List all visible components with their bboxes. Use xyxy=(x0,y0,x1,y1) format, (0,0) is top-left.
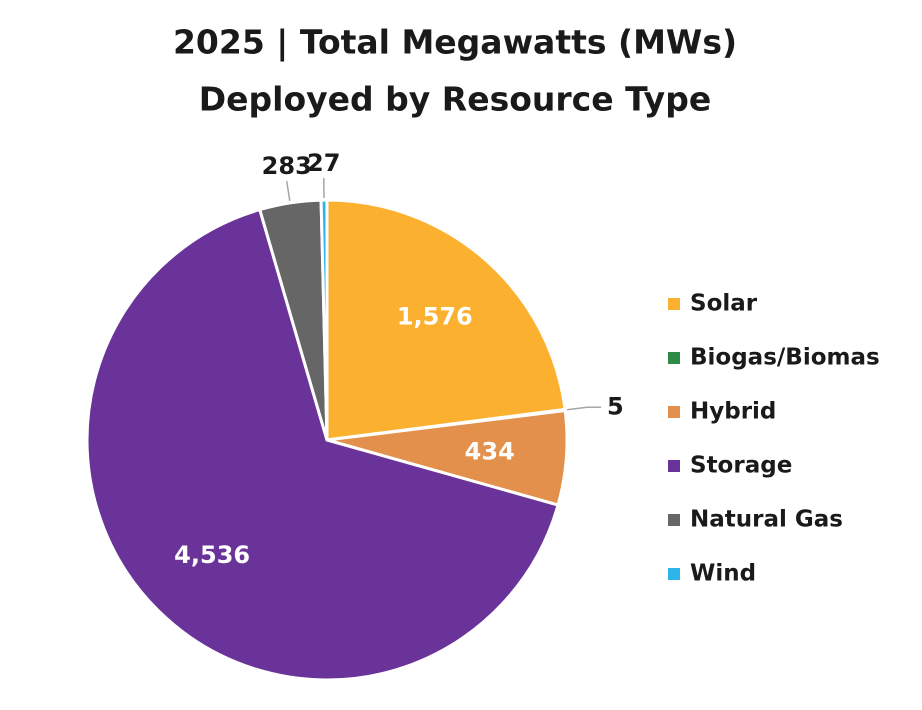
legend-label: Biogas/Biomas xyxy=(690,345,880,371)
pie-slice xyxy=(85,207,560,682)
legend-swatch xyxy=(668,406,680,418)
data-label: 5 xyxy=(607,392,624,420)
data-label: 1,576 xyxy=(397,302,473,330)
data-label: 283 xyxy=(262,152,312,180)
leader-line xyxy=(285,180,291,201)
legend-label: Natural Gas xyxy=(690,507,843,533)
legend-swatch xyxy=(668,514,680,526)
data-label: 434 xyxy=(465,437,515,465)
legend-label: Wind xyxy=(690,561,756,587)
pie-slice xyxy=(319,198,329,441)
legend-swatch xyxy=(668,460,680,472)
legend-label: Storage xyxy=(690,453,792,479)
chart-title: Deployed by Resource Type xyxy=(199,80,711,119)
legend-label: Hybrid xyxy=(690,399,776,425)
legend-swatch xyxy=(668,298,680,310)
data-label: 4,536 xyxy=(174,541,250,569)
data-label: 27 xyxy=(307,149,340,177)
leader-line xyxy=(567,406,601,411)
legend-swatch xyxy=(668,568,680,580)
chart-title: 2025 | Total Megawatts (MWs) xyxy=(173,23,737,62)
legend-swatch xyxy=(668,352,680,364)
legend-label: Solar xyxy=(690,291,758,317)
pie-slice xyxy=(325,198,567,442)
